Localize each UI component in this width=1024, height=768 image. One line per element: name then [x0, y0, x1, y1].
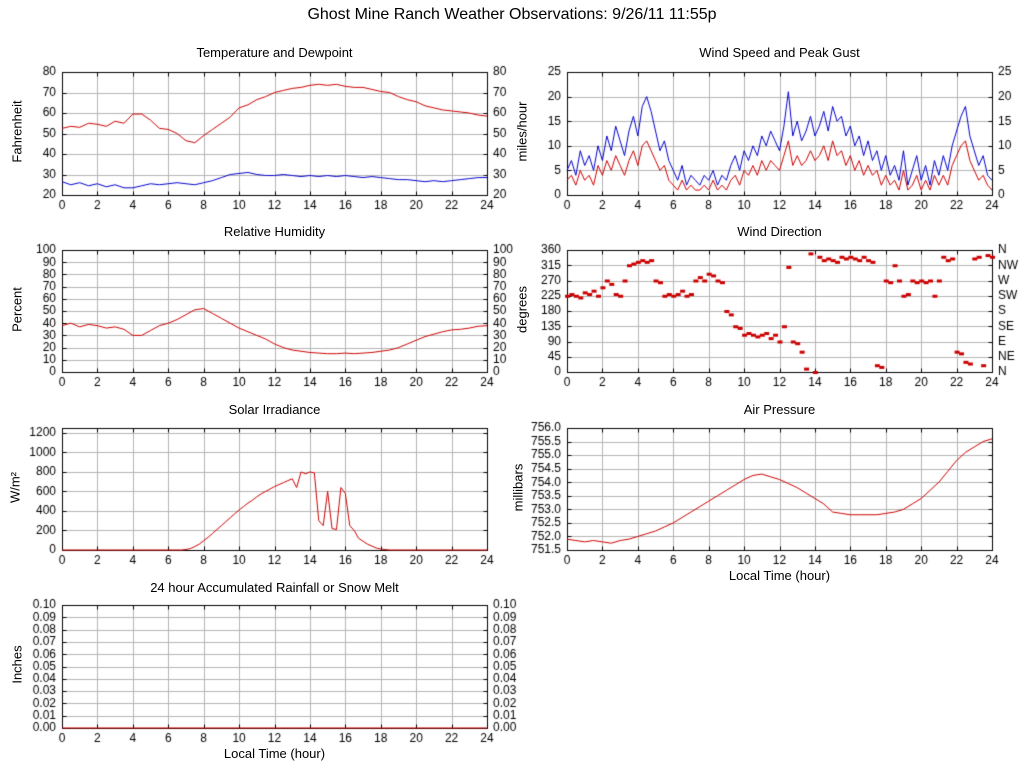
- chart-title-relative-humidity: Relative Humidity: [223, 224, 326, 239]
- x-axis-label-local-time-pressure: Local Time (hour): [728, 568, 831, 583]
- chart-title-temperature-dewpoint: Temperature and Dewpoint: [196, 45, 353, 60]
- chart-title-rainfall: 24 hour Accumulated Rainfall or Snow Mel…: [150, 580, 399, 595]
- y-axis-label-miles-per-hour: miles/hour: [514, 101, 530, 162]
- y-axis-label-fahrenheit: Fahrenheit: [9, 100, 25, 163]
- y-axis-label-watts-per-m2: W/m²: [7, 471, 23, 504]
- y-axis-label-inches: Inches: [9, 645, 25, 684]
- page-title: Ghost Mine Ranch Weather Observations: 9…: [307, 6, 717, 23]
- chart-title-wind-direction: Wind Direction: [737, 224, 822, 239]
- y-axis-label-degrees: degrees: [514, 286, 530, 333]
- chart-title-air-pressure: Air Pressure: [743, 402, 816, 417]
- y-axis-label-percent: Percent: [9, 287, 25, 332]
- chart-title-wind-speed-gust: Wind Speed and Peak Gust: [699, 45, 860, 60]
- chart-title-solar-irradiance: Solar Irradiance: [228, 402, 321, 417]
- x-axis-label-local-time-rainfall: Local Time (hour): [223, 746, 326, 761]
- y-axis-label-millibars: millibars: [510, 463, 526, 512]
